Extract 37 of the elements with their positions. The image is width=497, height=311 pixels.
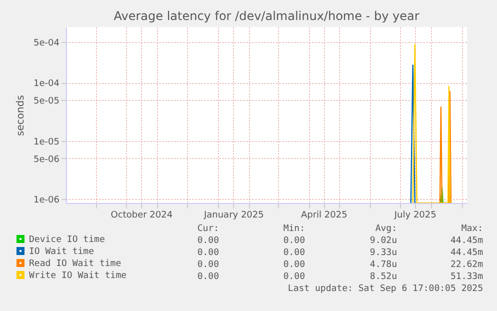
text: Min: <box>283 224 305 234</box>
text: Avg: <box>375 224 397 234</box>
y-tick-label: 1e-05 <box>34 137 60 148</box>
text: 0.00 <box>283 260 305 270</box>
legend-label: IO Wait time <box>29 247 94 257</box>
y-tick-label: 1e-06 <box>34 196 60 206</box>
text: Last update: Sat Sep 6 17:00:05 2025 <box>288 284 483 294</box>
x-tick-label: October 2024 <box>110 210 173 220</box>
legend-label: Write IO Wait time <box>29 271 127 281</box>
text: 0.00 <box>283 236 305 246</box>
y-tick-label: 5e-04 <box>34 38 60 48</box>
text: 44.45m <box>450 236 483 246</box>
text: 51.33m <box>450 272 483 282</box>
x-tick-label: April 2025 <box>300 210 348 220</box>
y-tick-label: 5e-06 <box>34 154 60 165</box>
x-tick-label: January 2025 <box>202 210 264 220</box>
text: 0.00 <box>197 248 219 258</box>
text: 9.02u <box>370 236 397 246</box>
text: 9.33u <box>370 248 397 258</box>
text: 0.00 <box>197 260 219 270</box>
y-tick-label: 5e-05 <box>34 96 60 107</box>
text: 0.00 <box>197 272 219 282</box>
text: 0.00 <box>197 236 219 246</box>
y-tick-label: 1e-04 <box>34 79 60 90</box>
text: 8.52u <box>370 272 397 282</box>
text: 44.45m <box>450 248 483 258</box>
legend-label: Device IO time <box>29 235 105 245</box>
legend-label: Read IO Wait time <box>29 259 122 269</box>
text: 0.00 <box>283 272 305 282</box>
text: 0.00 <box>283 248 305 258</box>
y-axis-title: seconds <box>16 95 27 136</box>
text: 4.78u <box>370 260 397 270</box>
chart-title: Average latency for /dev/almalinux/home - by year <box>114 9 420 23</box>
text: 22.62m <box>450 260 483 270</box>
text: Max: <box>461 224 483 234</box>
x-tick-label: July 2025 <box>393 210 436 220</box>
text: Cur: <box>197 224 219 234</box>
